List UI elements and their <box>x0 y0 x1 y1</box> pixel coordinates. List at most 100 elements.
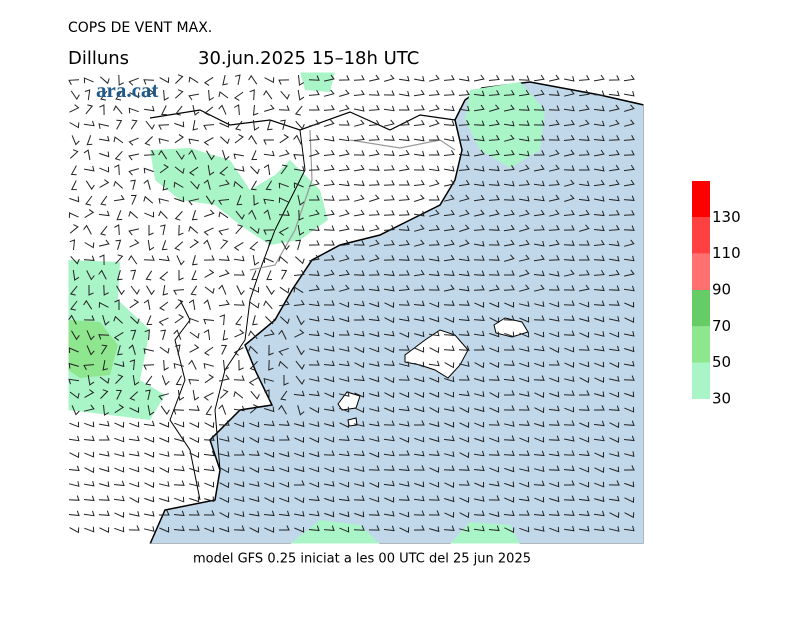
wind-barb <box>384 285 395 292</box>
wind-barb <box>113 180 124 189</box>
wind-barb <box>309 451 320 458</box>
wind-barb <box>129 92 140 99</box>
wind-barb <box>68 465 80 472</box>
wind-barb <box>353 150 365 156</box>
wind-barb <box>115 254 124 265</box>
wind-barb <box>70 300 78 311</box>
wind-barb <box>579 180 590 187</box>
wind-barb <box>609 437 620 443</box>
wind-barb <box>203 227 214 236</box>
wind-barb <box>278 210 290 216</box>
wind-barb <box>518 420 530 426</box>
wind-barb <box>233 241 244 251</box>
wind-barb <box>489 317 500 324</box>
wind-barb <box>563 450 575 456</box>
wind-barb <box>519 526 530 533</box>
wind-barb <box>234 74 241 85</box>
wind-barb <box>383 105 395 112</box>
wind-barb <box>218 299 230 307</box>
wind-barb <box>563 315 575 321</box>
wind-barb <box>309 510 320 517</box>
wind-barb <box>144 211 155 218</box>
wind-barb <box>234 450 245 456</box>
wind-barb <box>338 120 350 126</box>
wind-barb <box>308 300 320 307</box>
wind-barb <box>369 451 380 458</box>
logo: ara.cat <box>96 78 158 102</box>
wind-barb <box>399 450 410 456</box>
wind-barb <box>218 199 230 206</box>
wind-barb <box>264 329 275 337</box>
wind-barb <box>414 376 425 383</box>
wind-barb <box>623 74 635 82</box>
wind-barb <box>84 89 91 101</box>
wind-barb <box>114 466 125 473</box>
wind-barb <box>294 497 305 504</box>
wind-barb <box>143 167 154 174</box>
wind-barb <box>234 511 245 517</box>
wind-barb <box>338 180 350 187</box>
wind-barb <box>233 300 245 306</box>
wind-barb <box>113 495 125 502</box>
wind-barb <box>248 377 259 386</box>
wind-barb <box>368 119 380 126</box>
wind-barb <box>68 314 77 325</box>
wind-barb <box>323 149 335 156</box>
wind-barb <box>608 90 620 97</box>
wind-barb <box>519 164 530 172</box>
wind-barb <box>504 390 515 396</box>
wind-barb <box>534 407 545 414</box>
wind-barb <box>549 316 560 322</box>
wind-barb <box>295 239 302 250</box>
wind-barb <box>474 302 485 308</box>
wind-barb <box>429 119 440 127</box>
wind-barb <box>608 195 620 202</box>
wind-barb <box>429 526 440 533</box>
wind-barb <box>519 466 530 472</box>
wind-barb <box>384 406 395 413</box>
wind-barb <box>578 345 590 351</box>
wind-barb <box>579 104 590 112</box>
wind-barb <box>159 346 170 354</box>
wind-barb <box>563 300 575 306</box>
wind-barb <box>234 496 245 502</box>
wind-barb <box>218 436 230 442</box>
wind-barb <box>489 104 500 112</box>
wind-barb <box>293 134 302 145</box>
wind-barb <box>384 392 395 399</box>
wind-barb <box>294 105 303 116</box>
wind-barb <box>458 150 470 157</box>
wind-barb <box>324 164 335 172</box>
period-label: 30.jun.2025 15–18h UTC <box>198 48 419 69</box>
wind-barb <box>68 510 80 517</box>
wind-barb <box>489 392 500 399</box>
wind-barb <box>354 391 365 398</box>
wind-barb <box>174 436 185 443</box>
wind-barb <box>354 511 365 518</box>
wind-barb <box>294 466 305 473</box>
wind-barb <box>534 496 545 503</box>
wind-barb <box>100 90 108 101</box>
wind-barb <box>428 240 440 246</box>
wind-barb <box>264 389 270 400</box>
wind-barb <box>578 405 590 411</box>
wind-barb <box>203 510 215 516</box>
wind-barb <box>398 300 410 306</box>
wind-barb <box>609 466 620 473</box>
wind-barb <box>160 405 170 416</box>
wind-barb <box>264 77 275 84</box>
wind-barb <box>594 391 605 398</box>
wind-barb <box>218 211 229 219</box>
wind-barb <box>473 255 485 261</box>
wind-barb <box>444 496 455 503</box>
wind-barb <box>548 465 560 471</box>
wind-barb <box>324 511 335 518</box>
wind-barb <box>115 90 123 101</box>
wind-barb <box>295 360 305 370</box>
wind-barb <box>159 467 170 474</box>
wind-barb <box>399 332 410 338</box>
wind-barb <box>608 104 620 112</box>
wind-barb <box>324 480 335 487</box>
wind-barb <box>503 315 515 321</box>
wind-barb <box>188 359 197 370</box>
